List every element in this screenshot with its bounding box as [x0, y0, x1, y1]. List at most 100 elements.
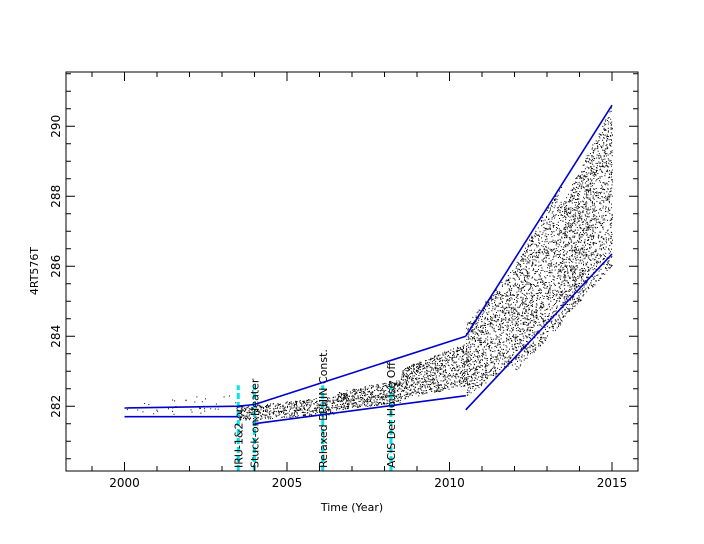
data-point — [389, 381, 391, 383]
data-point — [482, 352, 484, 354]
data-point — [606, 153, 608, 155]
data-point — [295, 404, 297, 405]
data-point — [595, 195, 597, 197]
data-point — [576, 303, 578, 305]
data-point — [370, 395, 372, 397]
data-point — [585, 202, 586, 204]
data-point — [544, 241, 546, 243]
data-point — [541, 282, 543, 283]
data-point — [291, 412, 293, 414]
data-point — [552, 326, 554, 328]
data-point — [577, 286, 579, 288]
data-point — [451, 358, 453, 360]
data-point — [555, 248, 557, 250]
data-point — [356, 392, 358, 394]
data-point — [453, 362, 455, 364]
data-point — [430, 384, 431, 385]
data-point — [482, 316, 483, 318]
data-point — [504, 360, 506, 362]
data-point — [466, 350, 468, 352]
data-point — [303, 412, 305, 413]
data-point — [477, 339, 479, 341]
data-point — [537, 324, 539, 326]
data-point — [608, 234, 610, 236]
data-point — [246, 411, 248, 413]
data-point — [440, 367, 442, 369]
data-point — [485, 352, 487, 354]
data-point — [270, 410, 272, 412]
data-point — [309, 410, 311, 412]
data-point — [338, 396, 340, 398]
data-point — [457, 375, 459, 377]
data-point — [563, 283, 565, 284]
data-point — [597, 227, 598, 228]
data-point — [393, 402, 395, 404]
data-point — [584, 227, 586, 229]
data-point — [435, 377, 437, 379]
data-point — [532, 343, 534, 344]
data-point — [337, 397, 339, 399]
data-point — [540, 334, 542, 336]
data-point — [475, 377, 477, 379]
data-point — [572, 196, 573, 198]
data-point — [578, 198, 580, 200]
data-point — [507, 284, 509, 286]
data-point — [509, 300, 511, 302]
data-point — [529, 283, 531, 285]
data-point — [492, 356, 494, 358]
data-point — [515, 340, 516, 342]
data-point — [572, 285, 574, 287]
data-point — [585, 254, 587, 256]
data-point — [486, 312, 488, 314]
data-point — [593, 156, 595, 158]
data-point — [510, 338, 512, 340]
data-point — [307, 400, 309, 401]
data-point — [441, 357, 443, 359]
data-point — [570, 207, 572, 209]
data-point — [528, 334, 530, 336]
data-point — [248, 412, 250, 414]
data-point — [493, 362, 495, 364]
data-point — [599, 221, 601, 223]
data-point — [578, 252, 580, 254]
data-point — [400, 385, 402, 386]
data-point — [240, 418, 242, 420]
data-point — [478, 319, 480, 321]
data-point — [560, 201, 562, 203]
data-point — [605, 134, 607, 136]
data-point — [501, 319, 503, 321]
data-point — [402, 373, 404, 375]
data-point — [354, 402, 356, 404]
data-point — [554, 323, 556, 325]
data-point — [490, 338, 492, 340]
data-point — [378, 397, 379, 398]
data-point — [544, 219, 546, 221]
data-point — [600, 155, 602, 157]
data-point — [435, 384, 437, 386]
data-point — [545, 282, 546, 283]
data-point — [482, 377, 484, 379]
data-point — [327, 406, 329, 408]
data-point — [367, 400, 369, 402]
data-point — [453, 383, 455, 384]
data-point — [267, 409, 268, 411]
data-point — [531, 304, 533, 306]
data-point — [301, 411, 303, 413]
data-point — [554, 248, 556, 250]
data-point — [594, 172, 596, 174]
data-point — [506, 340, 507, 342]
data-point — [559, 211, 561, 213]
data-point — [513, 278, 515, 280]
data-point — [492, 324, 494, 326]
data-point — [521, 314, 523, 316]
data-point — [358, 406, 360, 408]
data-point — [474, 354, 475, 356]
data-point — [403, 375, 405, 377]
data-point — [507, 361, 509, 363]
data-point — [588, 267, 590, 268]
data-point — [514, 363, 516, 365]
data-point — [454, 381, 456, 383]
data-point — [347, 394, 348, 396]
data-point — [417, 366, 419, 368]
data-point — [411, 391, 413, 393]
